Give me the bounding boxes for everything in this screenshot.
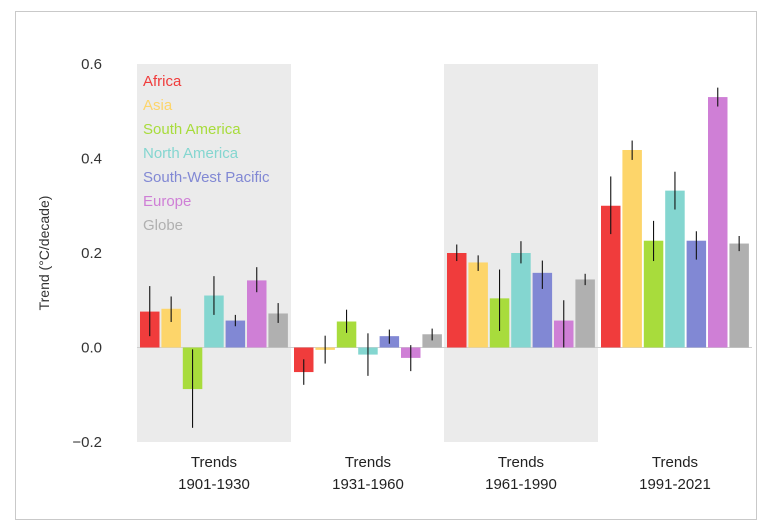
y-tick-label: −0.2 bbox=[72, 434, 102, 451]
y-axis: −0.2 0.0 0.2 0.4 0.6 bbox=[72, 56, 102, 451]
x-category-label-line1: Trends bbox=[498, 454, 544, 471]
y-tick-label: 0.4 bbox=[81, 151, 102, 168]
bar-globe-1931-1960 bbox=[422, 334, 442, 348]
legend-entry-south-west-pacific: South-West Pacific bbox=[143, 169, 270, 186]
bar-south-america-1991-2021 bbox=[643, 240, 664, 348]
x-category-label-line2: 1931-1960 bbox=[332, 476, 404, 493]
bar-globe-1991-2021 bbox=[729, 243, 749, 348]
bar-north-america-1991-2021 bbox=[665, 190, 685, 348]
bar-globe-1901-1930 bbox=[268, 313, 288, 348]
x-category-label-line1: Trends bbox=[191, 454, 237, 471]
x-category-label-line2: 1961-1990 bbox=[485, 476, 557, 493]
y-axis-label: Trend (°C/decade) bbox=[36, 196, 52, 311]
legend-entry-south-america: South America bbox=[143, 121, 241, 138]
bars bbox=[140, 97, 749, 390]
legend-entry-globe: Globe bbox=[143, 217, 183, 234]
legend: Africa Asia South America North America Sout… bbox=[143, 73, 270, 234]
y-tick-label: 0.0 bbox=[81, 340, 102, 357]
legend-entry-asia: Asia bbox=[143, 97, 173, 114]
error-bars bbox=[149, 87, 740, 428]
bar-north-america-1901-1930 bbox=[204, 295, 224, 348]
bar-europe-1901-1930 bbox=[247, 280, 267, 348]
x-category-label-line1: Trends bbox=[652, 454, 698, 471]
period-band-1901-1930 bbox=[137, 64, 291, 442]
x-category-label-line1: Trends bbox=[345, 454, 391, 471]
y-tick-label: 0.2 bbox=[81, 245, 102, 262]
bar-south-america-1931-1960 bbox=[336, 321, 357, 348]
legend-entry-europe: Europe bbox=[143, 193, 191, 210]
x-category-label-line2: 1901-1930 bbox=[178, 476, 250, 493]
y-tick-label: 0.6 bbox=[81, 56, 102, 73]
bar-south-west-pacific-1901-1930 bbox=[225, 320, 246, 348]
bar-africa-1991-2021 bbox=[601, 205, 621, 348]
legend-entry-africa: Africa bbox=[143, 73, 182, 90]
bar-south-west-pacific-1961-1990 bbox=[532, 272, 553, 348]
bar-south-west-pacific-1991-2021 bbox=[686, 240, 707, 348]
x-category-label-line2: 1991-2021 bbox=[639, 476, 711, 493]
bar-globe-1961-1990 bbox=[575, 279, 595, 348]
bar-asia-1901-1930 bbox=[161, 308, 181, 348]
bar-asia-1991-2021 bbox=[622, 149, 642, 348]
bar-africa-1961-1990 bbox=[447, 253, 467, 348]
legend-entry-north-america: North America bbox=[143, 145, 239, 162]
bar-asia-1961-1990 bbox=[468, 262, 488, 348]
x-axis: Trends 1901-1930 Trends 1931-1960 Trends 1961… bbox=[178, 454, 711, 493]
bar-north-america-1961-1990 bbox=[511, 253, 531, 348]
bar-europe-1991-2021 bbox=[708, 97, 728, 348]
